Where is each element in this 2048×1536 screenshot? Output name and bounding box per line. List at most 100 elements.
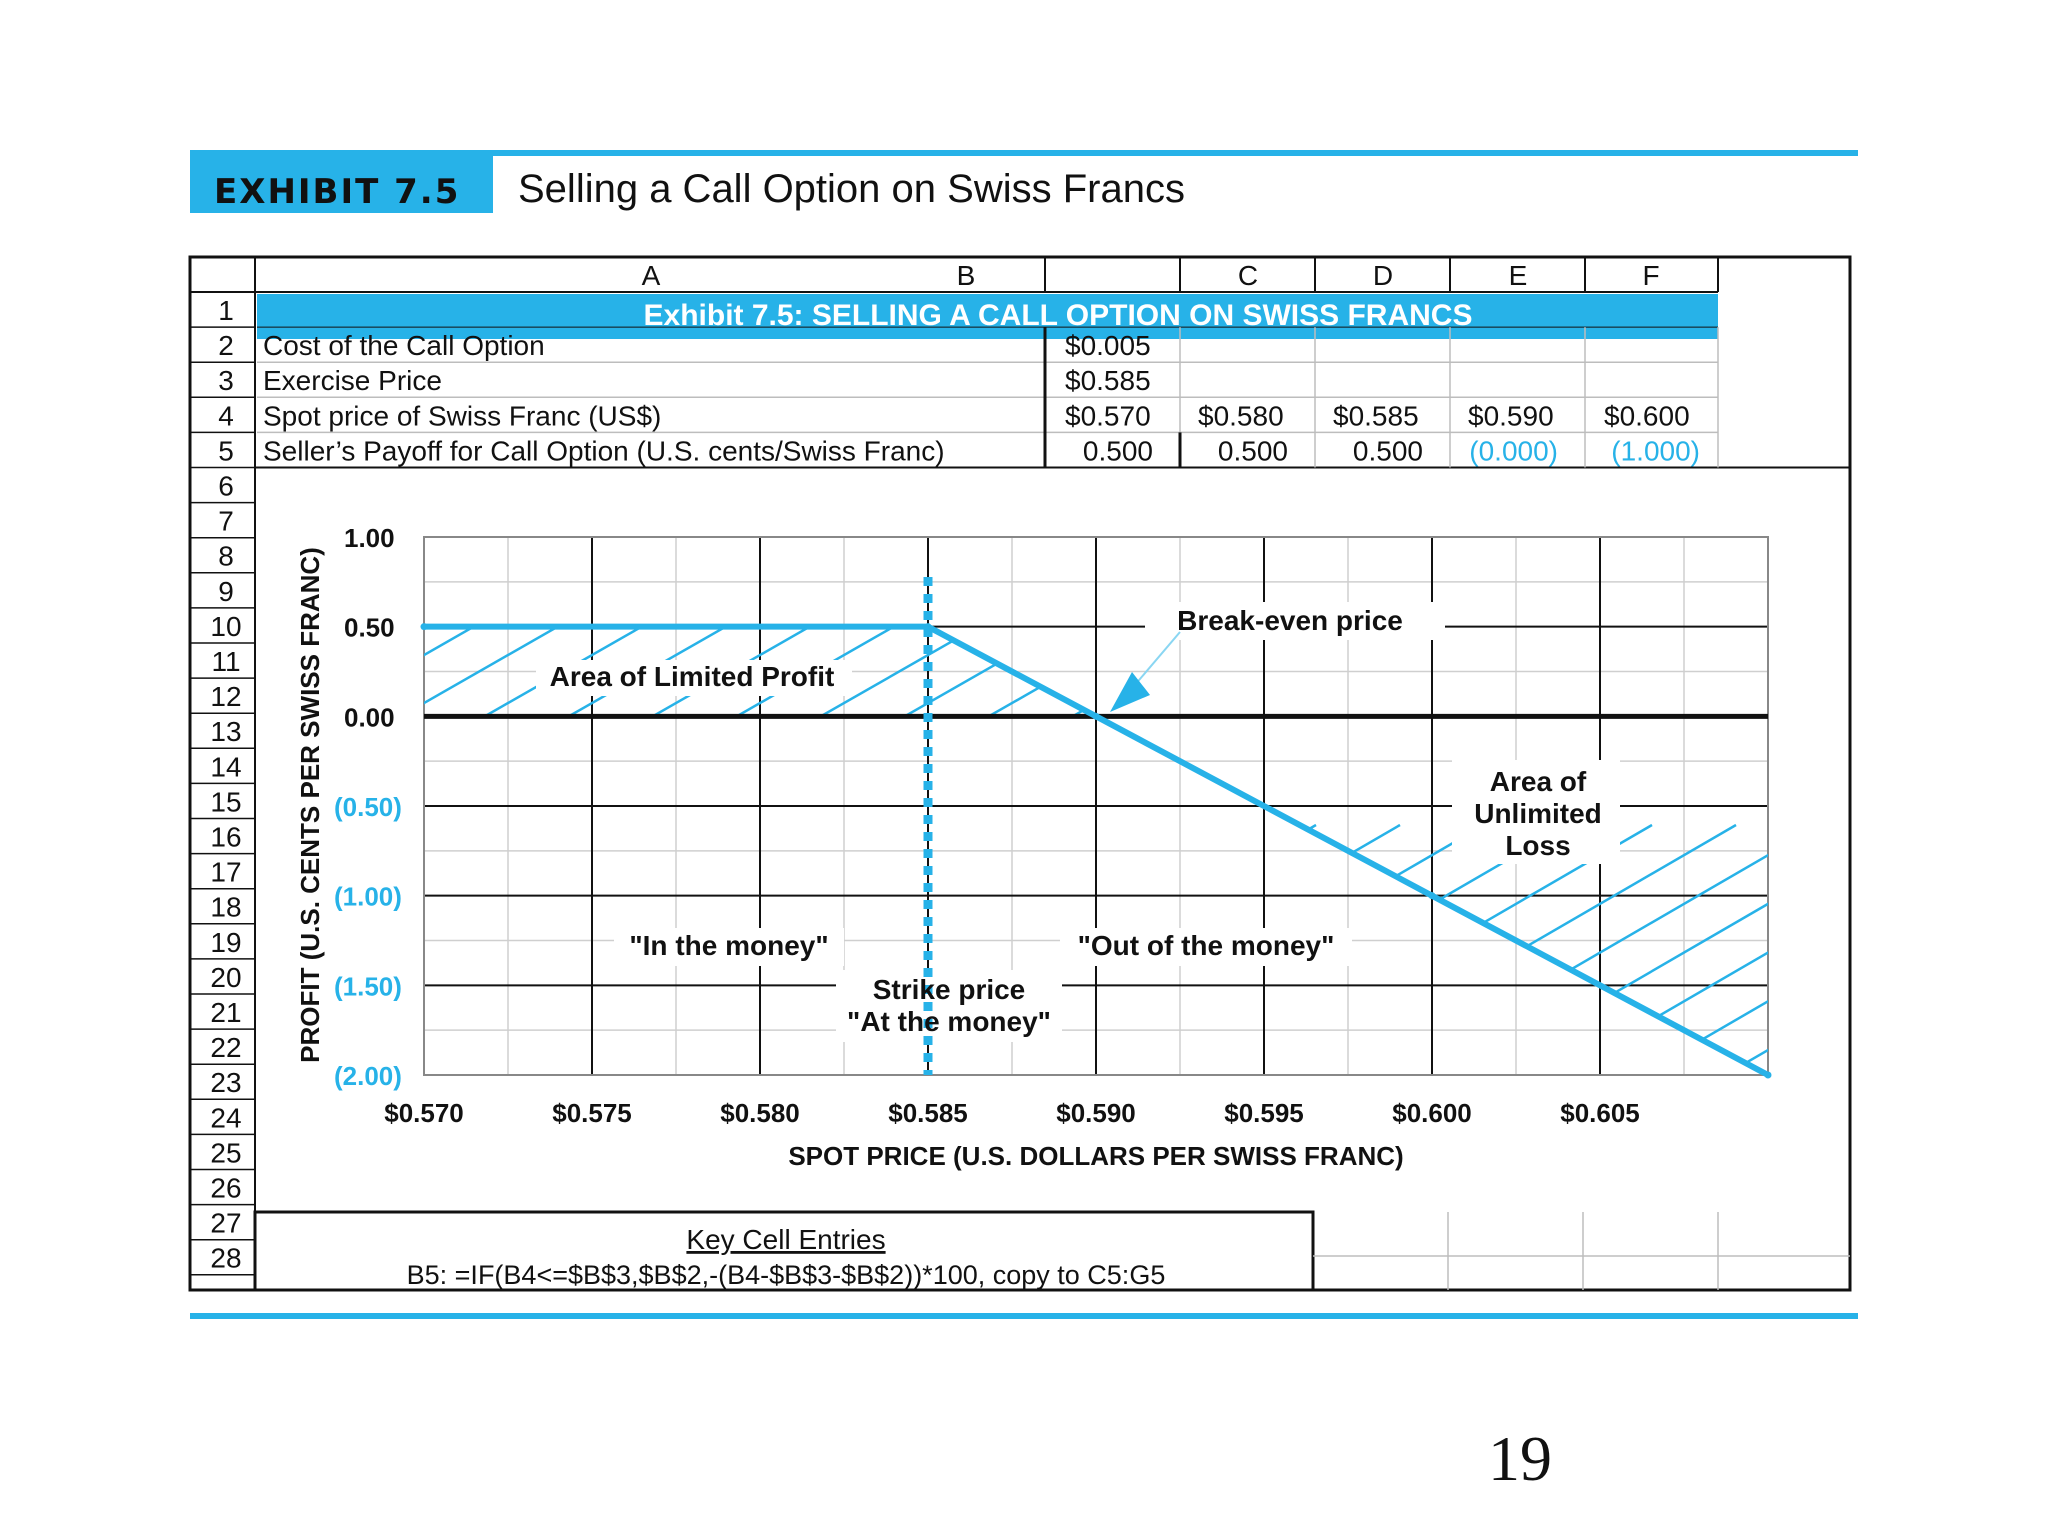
x-tick-label: $0.585 xyxy=(888,1098,968,1128)
x-tick-label: $0.605 xyxy=(1560,1098,1640,1128)
row-number: 3 xyxy=(218,365,234,396)
row-number: 14 xyxy=(210,751,241,782)
x-tick-label: $0.590 xyxy=(1056,1098,1136,1128)
title-banner xyxy=(257,294,1718,339)
cell-value: (0.000) xyxy=(1469,435,1558,466)
x-tick-label: $0.595 xyxy=(1224,1098,1304,1128)
annotation-out-of-the-money: "Out of the money" xyxy=(1078,930,1335,961)
break-even-arrow-icon xyxy=(1110,672,1150,712)
annotation-break-even: Break-even price xyxy=(1177,605,1403,636)
row-number: 27 xyxy=(210,1208,241,1239)
row-number: 7 xyxy=(218,506,234,537)
y-tick-label: (1.00) xyxy=(334,882,402,912)
column-header-f: F xyxy=(1642,260,1659,291)
y-tick-label: 0.00 xyxy=(344,702,395,732)
data-table: Cost of the Call Option $0.005 Exercise Pr… xyxy=(255,326,1850,469)
annotation-break-even-bg xyxy=(1145,602,1445,640)
row-number: 5 xyxy=(218,435,234,466)
y-tick-label: 0.50 xyxy=(344,613,395,643)
annotation-unlimited-loss: Area of xyxy=(1490,766,1587,797)
row-number: 4 xyxy=(218,400,234,431)
key-side-cells xyxy=(1313,1212,1850,1290)
banner-text: Exhibit 7.5: SELLING A CALL OPTION ON SW… xyxy=(644,299,1473,332)
column-header-a: A xyxy=(642,260,661,291)
row-label: Exercise Price xyxy=(263,365,442,396)
row-number: 22 xyxy=(210,1032,241,1063)
row-number: 12 xyxy=(210,681,241,712)
loss-hatch xyxy=(1096,823,1768,1075)
row-number: 6 xyxy=(218,471,234,502)
row-number: 24 xyxy=(210,1102,241,1133)
row-label: Seller’s Payoff for Call Option (U.S. ce… xyxy=(263,435,945,466)
y-tick-label: (2.00) xyxy=(334,1061,402,1091)
row-number: 16 xyxy=(210,822,241,853)
row-numbers: 1234567891011121314151617181920212223242… xyxy=(190,295,255,1276)
cell-value: 0.500 xyxy=(1083,435,1153,466)
page-number: 19 xyxy=(1488,1423,1552,1494)
annotation-in-the-money-bg xyxy=(614,928,844,966)
payoff-chart: 1.00 0.50 0.00 (0.50) (1.00) (1.50) (2.00) $0.… xyxy=(295,523,1772,1171)
cell-value: $0.580 xyxy=(1198,400,1284,431)
data-point xyxy=(1764,1071,1772,1079)
annotation-backgrounds xyxy=(536,602,1620,1042)
annotation-out-of-the-money-bg xyxy=(1060,928,1352,966)
row-number: 17 xyxy=(210,857,241,888)
row-number: 26 xyxy=(210,1173,241,1204)
row-label: Cost of the Call Option xyxy=(263,330,545,361)
annotation-in-the-money: "In the money" xyxy=(629,930,828,961)
row-number: 21 xyxy=(210,997,241,1028)
data-point xyxy=(1428,892,1436,900)
cell-value: 0.500 xyxy=(1218,435,1288,466)
row-number: 2 xyxy=(218,330,234,361)
column-header-b: B xyxy=(957,260,976,291)
data-point xyxy=(1092,712,1100,720)
x-tick-label: $0.600 xyxy=(1392,1098,1472,1128)
payoff-points xyxy=(420,623,1772,1079)
row-number: 18 xyxy=(210,892,241,923)
cell-value: $0.585 xyxy=(1333,400,1419,431)
x-tick-label: $0.570 xyxy=(384,1098,464,1128)
row-number: 15 xyxy=(210,786,241,817)
row-number: 13 xyxy=(210,716,241,747)
annotation-strike-price: Strike price xyxy=(873,974,1026,1005)
column-header-c: C xyxy=(1238,260,1258,291)
data-point xyxy=(924,623,932,631)
x-tick-labels: $0.570 $0.575 $0.580 $0.585 $0.590 $0.595 $0.6… xyxy=(384,1098,1640,1128)
key-cell-formula: B5: =IF(B4<=$B$3,$B$2,-(B4-$B$3-$B$2))*1… xyxy=(407,1260,1166,1290)
row-number: 8 xyxy=(218,541,234,572)
row-number: 25 xyxy=(210,1137,241,1168)
cell-value: $0.600 xyxy=(1604,400,1690,431)
cell-value: $0.005 xyxy=(1065,330,1151,361)
column-headers: A B C D E F xyxy=(642,260,1660,291)
cell-value: $0.585 xyxy=(1065,365,1151,396)
data-point xyxy=(420,623,428,631)
x-tick-label: $0.575 xyxy=(552,1098,632,1128)
exhibit-label: EXHIBIT 7.5 xyxy=(214,172,460,212)
y-tick-label: (0.50) xyxy=(334,792,402,822)
annotation-unlimited-loss: Loss xyxy=(1505,830,1570,861)
y-axis-label: PROFIT (U.S. CENTS PER SWISS FRANC) xyxy=(295,547,325,1063)
annotation-limited-profit-bg xyxy=(536,660,852,696)
exhibit-label-box xyxy=(190,153,493,213)
row-number: 19 xyxy=(210,927,241,958)
plot-area xyxy=(423,536,1769,1076)
cell-value: $0.590 xyxy=(1468,400,1554,431)
chart-annotations: Area of Limited Profit Break-even price Ar… xyxy=(550,605,1602,1037)
y-tick-label: 1.00 xyxy=(344,523,395,553)
column-header-e: E xyxy=(1509,260,1528,291)
y-tick-labels: 1.00 0.50 0.00 (0.50) (1.00) (1.50) (2.00) xyxy=(334,523,402,1091)
y-tick-label: (1.50) xyxy=(334,971,402,1001)
annotation-unlimited-loss-bg xyxy=(1452,760,1620,864)
cell-value: (1.000) xyxy=(1611,435,1700,466)
column-header-separators xyxy=(1044,257,1719,292)
row-number: 11 xyxy=(211,646,240,677)
row-number: 1 xyxy=(218,295,234,326)
annotation-strike-price-bg xyxy=(836,970,1062,1042)
key-cell-title: Key Cell Entries xyxy=(686,1224,885,1255)
annotation-unlimited-loss: Unlimited xyxy=(1474,798,1602,829)
cell-value: 0.500 xyxy=(1353,435,1423,466)
annotation-limited-profit: Area of Limited Profit xyxy=(550,661,835,692)
x-tick-label: $0.580 xyxy=(720,1098,800,1128)
row-number: 23 xyxy=(210,1067,241,1098)
